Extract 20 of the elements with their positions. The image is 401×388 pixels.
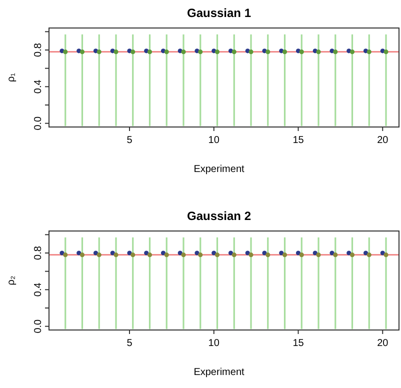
x-tick-label: 20: [377, 338, 389, 349]
x-tick-label: 20: [377, 135, 389, 146]
y-tick-label: 0.0: [33, 116, 44, 130]
y-tick-label: 0.4: [33, 282, 44, 297]
y-tick-label: 0.4: [33, 79, 44, 94]
y-tick-label: 0.8: [33, 246, 44, 260]
x-axis-title: Experiment: [194, 367, 245, 378]
chart-title: Gaussian 1: [186, 6, 252, 20]
x-tick-label: 15: [292, 135, 304, 146]
y-axis-title: ρ₁: [6, 72, 17, 82]
x-tick-label: 10: [208, 338, 220, 349]
x-tick-label: 10: [208, 135, 220, 146]
y-axis-title: ρ₂: [6, 276, 17, 286]
y-tick-label: 0.8: [33, 42, 44, 57]
x-axis-title: Experiment: [194, 164, 245, 175]
chart-title: Gaussian 2: [186, 209, 252, 223]
x-tick-label: 15: [292, 338, 304, 349]
x-tick-label: 5: [126, 338, 133, 349]
y-tick-label: 0.0: [33, 318, 44, 334]
x-tick-label: 5: [126, 135, 133, 146]
